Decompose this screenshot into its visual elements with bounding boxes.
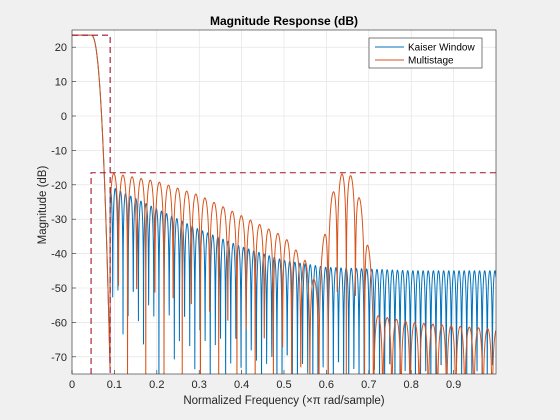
x-tick-label: 0.4 [234, 379, 249, 391]
x-tick-label: 0.5 [276, 379, 291, 391]
spec-mask-line [72, 34, 496, 374]
series-line-1 [72, 34, 496, 374]
x-axis-label: Normalized Frequency (×π rad/sample) [183, 395, 384, 407]
x-tick-label: 0.8 [404, 379, 419, 391]
x-tick-label: 0.3 [192, 379, 207, 391]
y-tick-label: -20 [51, 180, 67, 192]
plot-content [72, 34, 496, 374]
y-tick-label: -60 [51, 317, 67, 329]
y-tick-label: -50 [51, 283, 67, 295]
x-tick-label: 0.6 [319, 379, 334, 391]
y-tick-label: -40 [51, 249, 67, 261]
legend-label-kaiser-window: Kaiser Window [408, 43, 475, 54]
y-tick-label: -10 [51, 145, 67, 157]
chart-title: Magnitude Response (dB) [210, 14, 358, 28]
x-tick-label: 0.7 [361, 379, 376, 391]
x-tick-label: 0.1 [107, 379, 122, 391]
y-tick-label: 20 [55, 42, 67, 54]
y-tick-label: 10 [55, 77, 67, 89]
y-axis-label: Magnitude (dB) [37, 166, 49, 245]
x-tick-label: 0.2 [149, 379, 164, 391]
y-ticks: 20 10 0 -10 -20 -30 -40 -50 -60 -70 [51, 42, 76, 364]
x-ticks: 0 0.1 0.2 0.3 0.4 0.5 0.6 0.7 0.8 0.9 [69, 370, 461, 391]
legend-label-multistage: Multistage [408, 56, 454, 67]
legend-box [368, 37, 483, 69]
legend[interactable]: Kaiser Window Multistage [368, 37, 483, 69]
y-tick-label: -70 [51, 352, 67, 364]
x-tick-label: 0 [69, 379, 75, 391]
y-tick-label: 0 [61, 111, 67, 123]
x-tick-label: 0.9 [446, 379, 461, 391]
y-tick-label: -30 [51, 214, 67, 226]
